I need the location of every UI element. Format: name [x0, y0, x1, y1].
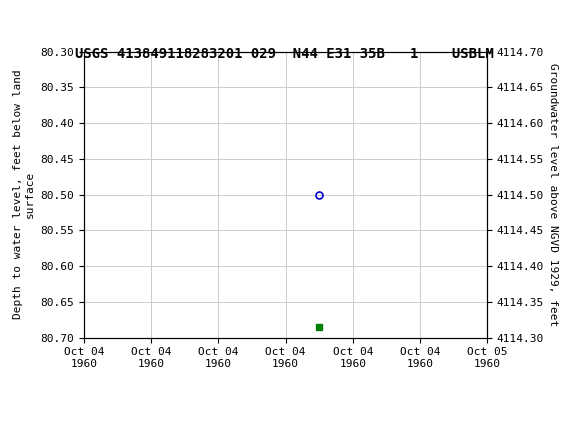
Text: USGS 413849118283201 029  N44 E31 35B   1    USBLM: USGS 413849118283201 029 N44 E31 35B 1 U…: [75, 47, 494, 61]
Y-axis label: Groundwater level above NGVD 1929, feet: Groundwater level above NGVD 1929, feet: [548, 63, 558, 326]
Y-axis label: Depth to water level, feet below land
surface: Depth to water level, feet below land su…: [13, 70, 35, 319]
Text: USGS: USGS: [36, 10, 79, 28]
